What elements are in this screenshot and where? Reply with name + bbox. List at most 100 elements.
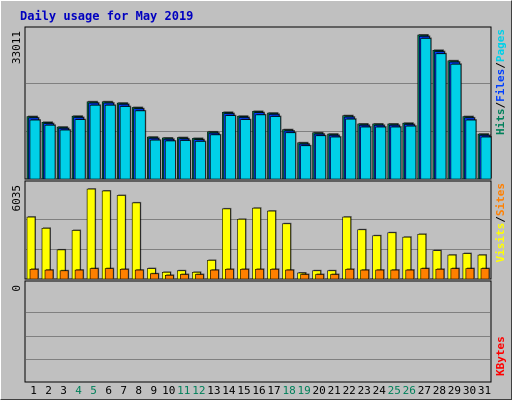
x-tick-day-13: 13 (207, 384, 220, 397)
legend-pages-label: Pages (494, 29, 507, 62)
legend-kbytes-label: KBytes (494, 336, 507, 376)
x-tick-day-21: 21 (328, 384, 341, 397)
bar-pages-day-28 (435, 53, 447, 180)
bar-sites-day-30 (465, 268, 475, 280)
x-tick-day-18: 18 (282, 384, 295, 397)
x-tick-day-24: 24 (373, 384, 387, 397)
bar-sites-day-8 (134, 269, 144, 280)
bar-sites-day-31 (480, 268, 490, 280)
x-tick-day-2: 2 (45, 384, 52, 397)
bar-pages-day-18 (285, 132, 296, 180)
legend-slash-label: / (494, 62, 507, 69)
x-tick-day-19: 19 (297, 384, 310, 397)
bar-sites-day-25 (390, 269, 400, 280)
x-tick-day-28: 28 (433, 384, 446, 397)
panel-kbytes-max-label: 0 (10, 285, 23, 292)
chart-title: Daily usage for May 2019 (20, 9, 193, 23)
bar-pages-day-24 (375, 126, 387, 180)
bar-pages-day-5 (89, 105, 101, 180)
panel-hits-bars (26, 34, 492, 180)
x-tick-day-30: 30 (463, 384, 476, 397)
x-tick-day-23: 23 (358, 384, 371, 397)
x-tick-day-16: 16 (252, 384, 265, 397)
legend-visits-label: Visits (494, 223, 507, 263)
bar-pages-day-25 (390, 126, 402, 180)
x-tick-day-5: 5 (90, 384, 97, 397)
bar-pages-day-17 (270, 116, 281, 180)
bar-visits-day-6 (101, 190, 111, 280)
bar-pages-day-29 (450, 63, 462, 180)
bar-sites-day-22 (345, 268, 355, 280)
x-tick-day-4: 4 (75, 384, 82, 397)
bar-pages-day-31 (480, 136, 492, 180)
bar-pages-day-6 (104, 105, 116, 180)
panel-kbytes-frame (24, 280, 492, 383)
bar-pages-day-3 (59, 129, 71, 180)
bar-sites-day-4 (74, 269, 84, 280)
x-tick-day-26: 26 (403, 384, 416, 397)
bar-pages-day-26 (405, 125, 417, 180)
bar-sites-day-3 (59, 270, 69, 280)
bar-visits-day-5 (86, 188, 96, 280)
x-tick-day-12: 12 (192, 384, 205, 397)
panel-kbytes: 0 KBytes (10, 280, 507, 383)
x-tick-day-7: 7 (120, 384, 127, 397)
bar-visits-day-8 (131, 202, 141, 280)
bar-pages-day-23 (360, 126, 372, 180)
x-axis: 1 2 3 4 5 6 7 8 9 10 11 12 13 14 15 16 17 18 19 20 21 22 23 24 2… (30, 384, 491, 397)
x-tick-day-8: 8 (135, 384, 142, 397)
bar-sites-day-1 (29, 268, 39, 280)
bar-sites-day-13 (210, 269, 219, 280)
bar-sites-day-12 (195, 274, 204, 280)
x-tick-day-3: 3 (60, 384, 67, 397)
bar-sites-day-2 (44, 269, 54, 280)
bar-pages-day-14 (225, 115, 236, 180)
panel-hits-max-label: 33011 (10, 31, 23, 64)
bar-pages-day-27 (420, 38, 432, 180)
x-tick-day-29: 29 (448, 384, 461, 397)
panel-sites-max-label: 6035 (10, 185, 23, 212)
bar-visits-day-7 (116, 195, 126, 280)
panel-kbytes-legend: KBytes (494, 336, 507, 376)
legend-slash-label: / (494, 102, 507, 109)
bar-pages-day-10 (165, 140, 176, 180)
x-tick-day-27: 27 (418, 384, 431, 397)
bar-sites-day-28 (435, 268, 445, 280)
panel-sites-legend: Visits/Sites (494, 183, 507, 263)
bar-sites-day-26 (405, 269, 415, 280)
x-tick-day-9: 9 (150, 384, 157, 397)
bar-sites-day-16 (255, 268, 264, 280)
panels-layer: 33011Hits/Files/Pages6035Visits/Sites0KB… (10, 26, 507, 383)
legend-slash-label: / (494, 216, 507, 223)
x-tick-day-15: 15 (237, 384, 250, 397)
x-tick-day-25: 25 (388, 384, 401, 397)
bar-sites-day-21 (330, 274, 339, 280)
bar-pages-day-7 (119, 106, 131, 180)
bar-pages-day-13 (210, 134, 221, 180)
bar-pages-day-16 (255, 114, 266, 180)
bar-pages-day-1 (29, 119, 41, 180)
bar-sites-day-7 (119, 268, 129, 280)
bar-pages-day-30 (465, 119, 477, 180)
bar-pages-day-12 (195, 141, 206, 180)
x-tick-day-20: 20 (312, 384, 325, 397)
bar-sites-day-15 (240, 268, 249, 280)
bar-sites-day-11 (180, 274, 189, 280)
legend-sites-label: Sites (494, 183, 507, 216)
bar-sites-day-14 (225, 268, 234, 280)
bar-pages-day-8 (134, 110, 146, 180)
bar-pages-day-20 (315, 135, 326, 180)
x-tick-day-1: 1 (30, 384, 37, 397)
bar-sites-day-17 (270, 268, 279, 280)
bar-sites-day-6 (104, 268, 114, 280)
bar-pages-day-19 (300, 145, 311, 180)
x-tick-day-6: 6 (105, 384, 112, 397)
bar-sites-day-29 (450, 268, 460, 280)
x-tick-day-14: 14 (222, 384, 236, 397)
bar-pages-day-22 (345, 118, 357, 180)
legend-hits-label: Hits (494, 109, 507, 136)
bar-sites-day-5 (89, 268, 99, 280)
